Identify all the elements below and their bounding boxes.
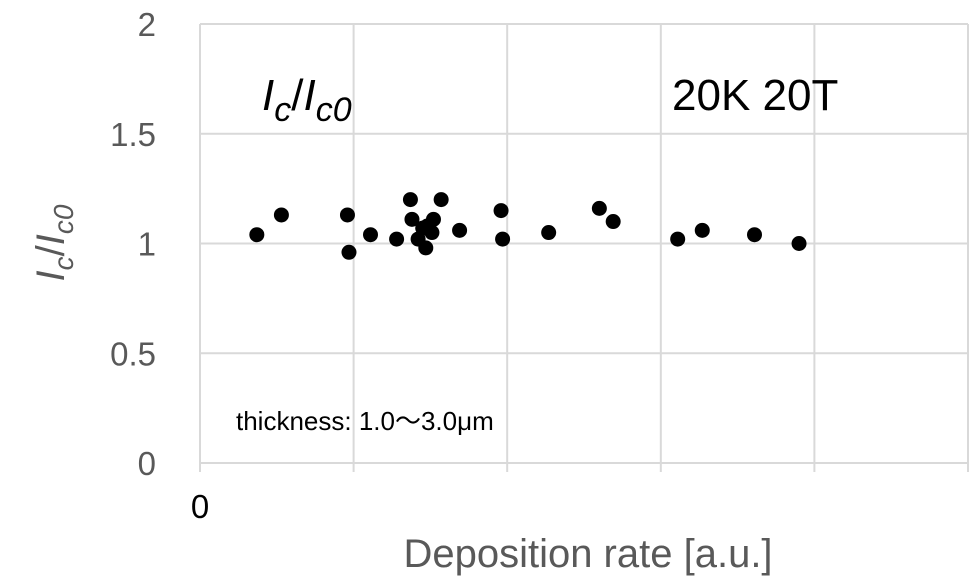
- data-point-16: [493, 203, 509, 219]
- condition-annotation: 20K 20T: [672, 71, 838, 120]
- data-point-6: [402, 192, 418, 208]
- data-point-2: [339, 207, 355, 223]
- data-points: [249, 192, 807, 260]
- y-tick-labels: 0 0.5 1 1.5 2: [110, 6, 156, 482]
- x-axis-title: Deposition rate [a.u.]: [403, 532, 772, 576]
- x-tick-label-0: 0: [191, 488, 209, 525]
- data-point-3: [341, 244, 357, 260]
- data-point-0: [249, 227, 265, 243]
- data-point-22: [694, 222, 710, 238]
- data-point-23: [746, 227, 762, 243]
- y-tick-label-0: 0: [138, 445, 156, 482]
- ratio-annotation: Ic/Ic0: [262, 71, 352, 129]
- data-point-12: [424, 225, 440, 241]
- y-tick-label-1: 0.5: [110, 335, 156, 372]
- y-tick-label-2: 1: [138, 226, 156, 263]
- thickness-annotation: thickness: 1.0〜3.0μm: [236, 406, 494, 436]
- data-point-15: [452, 222, 468, 238]
- data-point-19: [591, 200, 607, 216]
- data-point-5: [389, 231, 405, 247]
- data-point-21: [670, 231, 686, 247]
- data-point-17: [495, 231, 511, 247]
- x-tick-labels: 0: [191, 488, 209, 525]
- y-tick-label-4: 2: [138, 6, 156, 43]
- y-axis-title: Ic/Ic0: [29, 204, 79, 281]
- data-point-14: [433, 192, 449, 208]
- data-point-7: [404, 211, 420, 227]
- data-point-1: [273, 207, 289, 223]
- data-point-18: [541, 225, 557, 241]
- data-point-24: [791, 236, 807, 251]
- data-point-20: [605, 214, 621, 230]
- data-point-4: [362, 227, 378, 243]
- grid-lines: [199, 23, 969, 472]
- data-point-10: [418, 240, 434, 256]
- y-tick-label-3: 1.5: [110, 116, 156, 153]
- data-point-13: [425, 211, 441, 227]
